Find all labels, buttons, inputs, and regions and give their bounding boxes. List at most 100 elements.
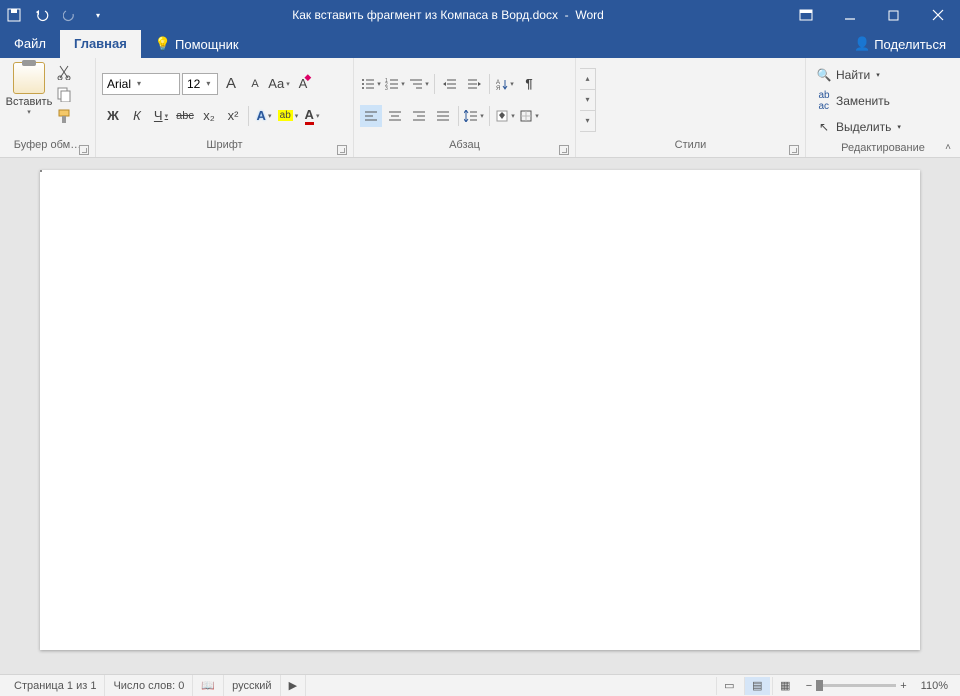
zoom-percent[interactable]: 110%: [915, 680, 954, 692]
embedded-drawing: [41, 171, 341, 321]
group-font-label: Шрифт: [206, 139, 242, 151]
text-effects-icon[interactable]: A: [253, 105, 275, 127]
document-area[interactable]: [0, 158, 960, 674]
font-size-combo[interactable]: 12▾: [182, 73, 218, 95]
underline-button[interactable]: Ч: [150, 105, 172, 127]
align-right-icon[interactable]: [408, 105, 430, 127]
clear-format-icon[interactable]: A◆: [292, 73, 314, 95]
multilevel-icon[interactable]: [408, 73, 430, 95]
status-language[interactable]: русский: [224, 675, 280, 696]
clipboard-icon: [13, 62, 45, 94]
tab-file[interactable]: Файл: [0, 30, 60, 58]
app-name: Word: [575, 8, 603, 22]
highlight-icon[interactable]: ab: [277, 105, 299, 127]
qat-customize-icon[interactable]: ▾: [84, 0, 112, 30]
ribbon: Вставить ▾ Буфер обм… Arial▾ 12▾ A A Aa …: [0, 58, 960, 158]
maximize-icon[interactable]: [872, 0, 916, 30]
collapse-ribbon-icon[interactable]: ˄: [940, 139, 956, 155]
share-button[interactable]: 👤 Поделиться: [840, 30, 960, 58]
replace-icon: abac: [816, 93, 832, 109]
dialog-launcher-icon[interactable]: [559, 145, 569, 155]
record-icon: ▶: [289, 679, 297, 692]
web-layout-icon[interactable]: ▦: [772, 677, 798, 695]
sort-icon[interactable]: AЯ: [494, 73, 516, 95]
share-icon: 👤: [854, 36, 870, 52]
group-editing-label: Редактирование: [841, 142, 925, 154]
paste-label: Вставить: [4, 96, 54, 108]
strike-button[interactable]: abc: [174, 105, 196, 127]
ribbon-tabs: Файл Главная 💡 Помощник 👤 Поделиться: [0, 30, 960, 58]
shrink-font-icon[interactable]: A: [244, 73, 266, 95]
zoom-out-icon[interactable]: −: [806, 680, 812, 692]
bullets-icon[interactable]: [360, 73, 382, 95]
dialog-launcher-icon[interactable]: [337, 145, 347, 155]
object-selection[interactable]: [40, 170, 42, 172]
borders-icon[interactable]: [518, 105, 540, 127]
superscript-button[interactable]: x²: [222, 105, 244, 127]
zoom-in-icon[interactable]: +: [900, 680, 906, 692]
select-button[interactable]: ↖Выделить▾: [816, 116, 950, 138]
justify-icon[interactable]: [432, 105, 454, 127]
svg-text:3: 3: [385, 86, 388, 90]
dialog-launcher-icon[interactable]: [789, 145, 799, 155]
paste-button[interactable]: Вставить ▾: [4, 60, 54, 116]
grow-font-icon[interactable]: A: [220, 73, 242, 95]
group-paragraph-label: Абзац: [449, 139, 480, 151]
status-proofing[interactable]: 📖: [193, 675, 224, 696]
page: [40, 170, 920, 650]
show-marks-icon[interactable]: ¶: [518, 73, 540, 95]
group-paragraph: 123 AЯ ¶ Абзац: [354, 58, 576, 157]
undo-icon[interactable]: [28, 0, 56, 30]
close-icon[interactable]: [916, 0, 960, 30]
replace-button[interactable]: abacЗаменить: [816, 90, 950, 112]
status-macro[interactable]: ▶: [281, 675, 306, 696]
tell-me[interactable]: 💡 Помощник: [147, 30, 247, 58]
group-editing: 🔍Найти▾ abacЗаменить ↖Выделить▾ Редактир…: [806, 58, 960, 157]
font-color-icon[interactable]: A: [301, 105, 323, 127]
save-icon[interactable]: [0, 0, 28, 30]
group-styles: ▴▾▾ Стили: [576, 58, 806, 157]
title-bar: ▾ Как вставить фрагмент из Компаса в Вор…: [0, 0, 960, 30]
read-mode-icon[interactable]: ▭: [716, 677, 742, 695]
align-center-icon[interactable]: [384, 105, 406, 127]
status-page[interactable]: Страница 1 из 1: [6, 675, 105, 696]
status-bar: Страница 1 из 1 Число слов: 0 📖 русский …: [0, 674, 960, 696]
print-layout-icon[interactable]: ▤: [744, 677, 770, 695]
redo-icon[interactable]: [56, 0, 84, 30]
align-left-icon[interactable]: [360, 105, 382, 127]
copy-icon[interactable]: [56, 86, 74, 102]
italic-button[interactable]: К: [126, 105, 148, 127]
status-words[interactable]: Число слов: 0: [105, 675, 193, 696]
group-font: Arial▾ 12▾ A A Aa A◆ Ж К Ч abc x₂ x² A a…: [96, 58, 354, 157]
bold-button[interactable]: Ж: [102, 105, 124, 127]
line-spacing-icon[interactable]: [463, 105, 485, 127]
quick-access-toolbar: ▾: [0, 0, 112, 30]
lightbulb-icon: 💡: [155, 36, 171, 52]
group-clipboard: Вставить ▾ Буфер обм…: [0, 58, 96, 157]
dialog-launcher-icon[interactable]: [79, 145, 89, 155]
tab-Главная[interactable]: Главная: [60, 30, 141, 58]
group-clipboard-label: Буфер обм…: [14, 139, 81, 151]
find-button[interactable]: 🔍Найти▾: [816, 64, 950, 86]
cursor-icon: ↖: [816, 119, 832, 135]
cut-icon[interactable]: [56, 64, 74, 80]
ribbon-options-icon[interactable]: [784, 0, 828, 30]
svg-text:Я: Я: [496, 86, 500, 90]
tell-me-label: Помощник: [175, 37, 239, 52]
change-case-icon[interactable]: Aa: [268, 73, 290, 95]
minimize-icon[interactable]: [828, 0, 872, 30]
share-label: Поделиться: [874, 37, 946, 52]
font-name-combo[interactable]: Arial▾: [102, 73, 180, 95]
book-icon: 📖: [201, 679, 215, 692]
shading-icon[interactable]: [494, 105, 516, 127]
zoom-slider[interactable]: − +: [800, 680, 913, 692]
group-styles-label: Стили: [675, 139, 707, 151]
format-painter-icon[interactable]: [56, 108, 74, 124]
numbering-icon[interactable]: 123: [384, 73, 406, 95]
search-icon: 🔍: [816, 67, 832, 83]
indent-icon[interactable]: [463, 73, 485, 95]
styles-gallery-more[interactable]: ▴▾▾: [580, 68, 596, 132]
outdent-icon[interactable]: [439, 73, 461, 95]
window-controls: [784, 0, 960, 30]
subscript-button[interactable]: x₂: [198, 105, 220, 127]
